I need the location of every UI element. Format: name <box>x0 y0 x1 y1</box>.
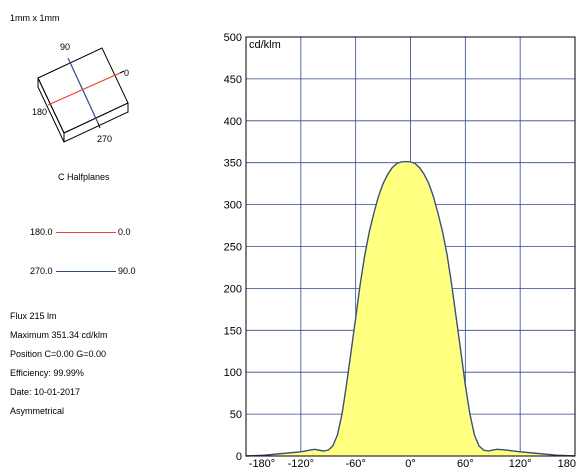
y-tick-label: 300 <box>224 200 242 212</box>
y-tick-label: 400 <box>224 116 242 128</box>
halfplanes-title: C Halfplanes <box>58 172 110 182</box>
stat-symmetry: Asymmetrical <box>10 406 65 416</box>
x-tick-label: -180° <box>249 458 275 468</box>
cube-label-90: 90 <box>60 42 71 52</box>
info-panel: 1mm x 1mm 90 0 180 270 C Halfplanes 180.… <box>0 0 200 468</box>
intensity-area <box>246 161 575 456</box>
y-tick-label: 250 <box>224 242 242 254</box>
unit-label: cd/klm <box>249 39 281 51</box>
x-tick-label: -120° <box>288 458 314 468</box>
intensity-curve <box>245 160 576 457</box>
c-halfplanes-cube-icon <box>37 47 129 143</box>
stat-flux: Flux 215 lm <box>10 311 57 321</box>
y-tick-label: 200 <box>224 283 242 295</box>
x-tick-label: 120° <box>509 458 532 468</box>
stat-efficiency: Efficiency: 99.99% <box>10 368 84 378</box>
x-axis-ticks: -180° -120° -60° 0° 60° 120° 180 <box>249 458 576 468</box>
y-tick-label: 350 <box>224 158 242 170</box>
size-label: 1mm x 1mm <box>10 13 60 23</box>
stat-date: Date: 10-01-2017 <box>10 387 81 397</box>
cube-label-0: 0 <box>124 68 130 78</box>
legend-to: 0.0 <box>118 227 131 237</box>
legend-line-blue <box>56 271 116 272</box>
x-tick-label: 0° <box>405 458 416 468</box>
legend-from: 270.0 <box>30 266 53 276</box>
stat-maximum: Maximum 351.34 cd/klm <box>10 330 108 340</box>
cube-label-270: 270 <box>97 134 113 144</box>
legend-from: 180.0 <box>30 227 53 237</box>
plot-frame <box>245 36 576 457</box>
legend-line-red <box>56 232 116 233</box>
x-tick-label: 180 <box>558 458 576 468</box>
y-tick-label: 100 <box>224 367 242 379</box>
y-tick-label: 150 <box>224 325 242 337</box>
y-tick-label: 450 <box>224 74 242 86</box>
x-tick-label: -60° <box>346 458 366 468</box>
y-tick-label: 500 <box>224 32 242 44</box>
legend-to: 90.0 <box>118 266 136 276</box>
x-tick-label: 60° <box>457 458 474 468</box>
y-tick-label: 50 <box>230 409 242 421</box>
cube-label-180: 180 <box>32 107 48 117</box>
stat-position: Position C=0.00 G=0.00 <box>10 349 107 359</box>
y-tick-label: 0 <box>236 451 242 463</box>
y-axis-ticks: 0 50 100 150 200 250 300 350 400 450 500 <box>224 32 242 463</box>
